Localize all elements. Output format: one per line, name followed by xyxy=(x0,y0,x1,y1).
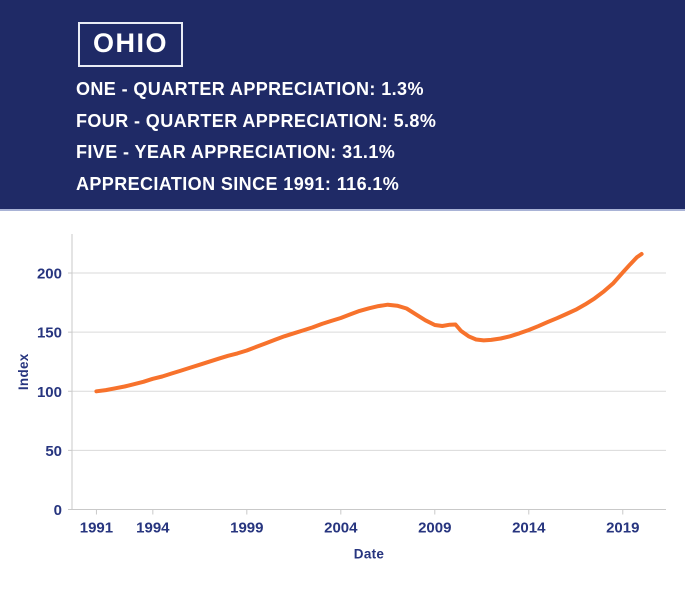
house-price-index-chart: 0 50 100 150 200 1991 1994 1999 2004 2009 2014 2019… xyxy=(16,234,666,562)
stat-five-year: FIVE - YEAR APPRECIATION: 31.1% xyxy=(76,137,436,169)
state-name: OHIO xyxy=(93,28,169,58)
y-tick-label: 200 xyxy=(37,266,62,283)
x-tick-label: 1991 xyxy=(80,520,113,537)
stat-label: APPRECIATION SINCE 1991: xyxy=(76,173,332,194)
header-panel: OHIO ONE - QUARTER APPRECIATION: 1.3% FO… xyxy=(0,0,685,211)
y-tick-label: 50 xyxy=(45,443,62,460)
y-tick-label: 150 xyxy=(37,325,62,342)
stat-value: 5.8% xyxy=(393,110,437,131)
stat-one-quarter: ONE - QUARTER APPRECIATION: 1.3% xyxy=(76,74,436,106)
x-tick-label: 2004 xyxy=(324,520,358,537)
x-tick-label: 2009 xyxy=(418,520,451,537)
stat-value: 116.1% xyxy=(336,173,400,194)
stat-label: FIVE - YEAR APPRECIATION: xyxy=(76,142,337,162)
y-tick-label: 100 xyxy=(37,384,62,401)
x-tick-label: 1994 xyxy=(136,520,170,537)
y-tick-label: 0 xyxy=(54,502,62,519)
x-tick-label: 2014 xyxy=(512,520,546,537)
x-tick-label: 2019 xyxy=(606,520,639,537)
stat-label: ONE - QUARTER APPRECIATION: xyxy=(76,79,376,99)
x-tick-label: 1999 xyxy=(230,520,263,537)
chart-area: 0 50 100 150 200 1991 1994 1999 2004 2009 2014 2019… xyxy=(0,211,685,591)
stat-label: FOUR - QUARTER APPRECIATION: xyxy=(76,110,389,131)
state-label-box: OHIO xyxy=(78,22,184,67)
stat-four-quarter: FOUR - QUARTER APPRECIATION: 5.8% xyxy=(76,106,436,138)
y-axis-title: Index xyxy=(16,353,31,390)
index-line xyxy=(94,252,644,394)
stat-value: 31.1% xyxy=(342,142,396,162)
stat-since-1991: APPRECIATION SINCE 1991: 116.1% xyxy=(76,169,436,201)
x-axis-title: Date xyxy=(354,547,385,562)
stat-value: 1.3% xyxy=(381,79,424,99)
appreciation-stats: ONE - QUARTER APPRECIATION: 1.3% FOUR - … xyxy=(76,74,436,200)
